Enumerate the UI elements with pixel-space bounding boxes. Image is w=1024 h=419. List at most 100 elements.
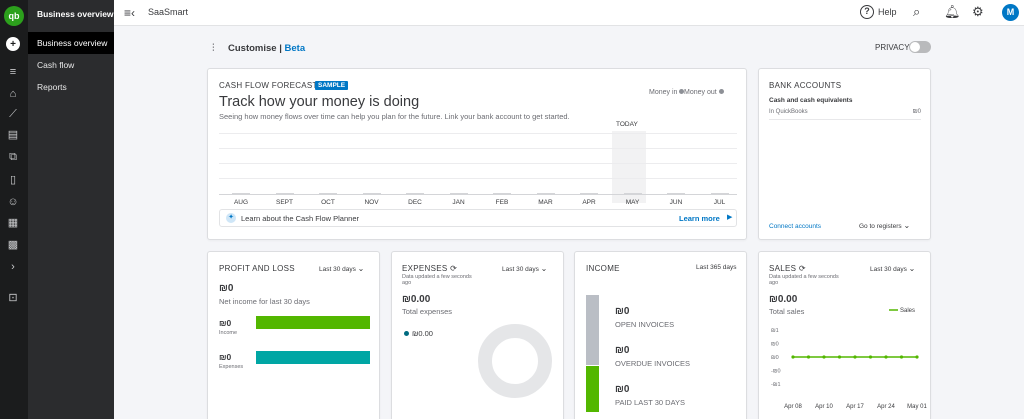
- sales-point[interactable]: [806, 355, 811, 359]
- help-button[interactable]: Help: [878, 7, 897, 17]
- income-value: ₪0: [219, 318, 232, 328]
- chevron-right-icon[interactable]: ›: [11, 261, 15, 273]
- legend-label: Sales: [900, 308, 915, 314]
- sales-point[interactable]: [791, 355, 795, 359]
- chart-icon[interactable]: ⟋: [9, 108, 17, 120]
- learn-more-link[interactable]: Learn more: [679, 214, 720, 223]
- sidebar-nav: Business overview Business overview Cash…: [28, 0, 114, 419]
- total-expenses-value: ₪0.00: [402, 294, 431, 305]
- company-name: SaaSmart: [148, 7, 189, 17]
- reports-icon[interactable]: ▦: [7, 217, 19, 229]
- connect-accounts-link[interactable]: Connect accounts: [769, 223, 822, 230]
- people-icon[interactable]: ☺: [7, 196, 19, 208]
- sales-legend: Sales: [889, 308, 915, 314]
- paid-value: ₪0: [615, 384, 630, 395]
- x-tick-label: Apr 10: [815, 404, 833, 410]
- sales-title: SALES: [769, 264, 797, 273]
- overdue-invoices-label[interactable]: OVERDUE INVOICES: [615, 359, 691, 368]
- forecast-bar-dec: [406, 193, 424, 195]
- sales-point[interactable]: [868, 355, 873, 359]
- today-label: TODAY: [616, 121, 638, 128]
- period-dropdown[interactable]: Last 30 days ⌄: [502, 264, 547, 273]
- forecast-bar-mar: [536, 193, 555, 195]
- privacy-toggle[interactable]: [909, 41, 931, 53]
- cash-flow-planner-banner[interactable]: ✦ Learn about the Cash Flow Planner Lear…: [219, 209, 737, 227]
- home-icon[interactable]: ⌂: [9, 88, 17, 100]
- chevron-down-icon: ⌄: [908, 264, 916, 273]
- sales-line-chart[interactable]: ₪1 ₪0 ₪0 -₪0 -₪1 Apr 08 Apr 10 Apr 17 Apr 24 May …: [767, 308, 927, 412]
- forecast-bar-may: [623, 193, 642, 195]
- customise-separator: |: [276, 43, 285, 54]
- customise-button[interactable]: Customise | Beta: [228, 43, 305, 54]
- forecast-bar-aug: [232, 193, 250, 195]
- month-label: DEC: [408, 199, 422, 206]
- y-tick-label: -₪0: [771, 369, 781, 375]
- open-invoices-value: ₪0: [615, 306, 630, 317]
- period-dropdown[interactable]: Last 30 days ⌄: [319, 264, 364, 273]
- sales-point[interactable]: [899, 355, 904, 359]
- expenses-card: EXPENSES ⟳ Data updated a few seconds ag…: [391, 251, 564, 419]
- card-title: CASH FLOW FORECAST: [219, 81, 318, 90]
- sales-point[interactable]: [853, 355, 857, 359]
- arrow-right-icon[interactable]: ▶: [727, 214, 733, 221]
- sliders-icon[interactable]: ⫶: [212, 43, 215, 54]
- open-invoices-label[interactable]: OPEN INVOICES: [615, 320, 675, 329]
- ledger-icon[interactable]: ▤: [7, 129, 19, 141]
- card-title: INCOME: [586, 264, 620, 273]
- bell-icon[interactable]: 🔔︎: [944, 4, 961, 19]
- month-label: JAN: [452, 199, 465, 206]
- refresh-icon[interactable]: ⟳: [450, 264, 458, 273]
- gridline: [219, 163, 737, 164]
- collapse-menu-icon[interactable]: ≡‹: [124, 6, 135, 20]
- bookmark-icon[interactable]: ⊡: [8, 292, 18, 304]
- expenses-bar[interactable]: [256, 351, 370, 364]
- chevron-down-icon: ⌄: [903, 221, 911, 230]
- sales-point[interactable]: [884, 355, 888, 359]
- month-label: APR: [582, 199, 596, 206]
- go-to-registers-label: Go to registers: [859, 223, 902, 230]
- avatar[interactable]: M: [1002, 4, 1019, 21]
- forecast-bar-feb: [493, 193, 511, 195]
- sidebar-item-business-overview[interactable]: Business overview: [28, 32, 114, 54]
- bank-accounts-card: BANK ACCOUNTS Cash and cash equivalents …: [758, 68, 931, 240]
- menu-icon[interactable]: ≡: [9, 66, 17, 78]
- x-tick-label: Apr 24: [877, 404, 895, 410]
- sidebar-item-cash-flow[interactable]: Cash flow: [37, 60, 75, 70]
- gear-icon[interactable]: ⚙: [972, 4, 984, 19]
- sample-badge: SAMPLE: [315, 81, 349, 90]
- data-updated-note: Data updated a few seconds ago: [402, 274, 472, 286]
- legend-money-out-label: Money out: [684, 89, 717, 96]
- legend-money-in-label: Money in: [649, 89, 678, 96]
- paid-invoices-bar[interactable]: [586, 366, 599, 412]
- card-title: SALES ⟳: [769, 264, 806, 273]
- income-card: INCOME Last 365 days ₪0 OPEN INVOICES ₪0…: [574, 251, 747, 419]
- sales-point[interactable]: [837, 355, 842, 359]
- period-dropdown[interactable]: Last 30 days ⌄: [870, 264, 915, 273]
- x-tick-label: Apr 08: [784, 404, 802, 410]
- go-to-registers-dropdown[interactable]: Go to registers ⌄: [859, 221, 910, 230]
- quickbooks-logo-icon[interactable]: qb: [4, 6, 24, 26]
- help-icon[interactable]: ?: [860, 5, 874, 19]
- documents-icon[interactable]: ⧉: [9, 151, 17, 163]
- income-bar[interactable]: [256, 316, 370, 329]
- refresh-icon[interactable]: ⟳: [798, 264, 806, 273]
- open-invoices-bar[interactable]: [586, 295, 599, 365]
- total-sales-label: Total sales: [769, 307, 805, 316]
- month-label: JUL: [713, 199, 726, 206]
- paid-label[interactable]: PAID LAST 30 DAYS: [615, 398, 686, 407]
- receipt-icon[interactable]: ▯: [9, 174, 17, 186]
- month-label: JUN: [669, 199, 683, 206]
- sales-point[interactable]: [915, 355, 919, 359]
- new-icon[interactable]: +: [6, 37, 20, 51]
- net-income-value: ₪0: [219, 283, 234, 294]
- sales-point[interactable]: [822, 355, 826, 359]
- sidebar-item-reports[interactable]: Reports: [37, 82, 67, 92]
- apps-icon[interactable]: ▩: [7, 239, 19, 251]
- search-icon[interactable]: ⌕: [913, 4, 921, 19]
- legend-money-out: Money out: [684, 89, 724, 96]
- expenses-donut-chart[interactable]: [478, 324, 552, 398]
- top-bar: ≡‹ SaaSmart ? Help ⌕ 🔔︎ ⚙ M: [114, 0, 1024, 26]
- sidebar-title: Business overview: [37, 9, 114, 19]
- chevron-down-icon: ⌄: [540, 264, 548, 273]
- chevron-down-icon: ⌄: [357, 264, 365, 273]
